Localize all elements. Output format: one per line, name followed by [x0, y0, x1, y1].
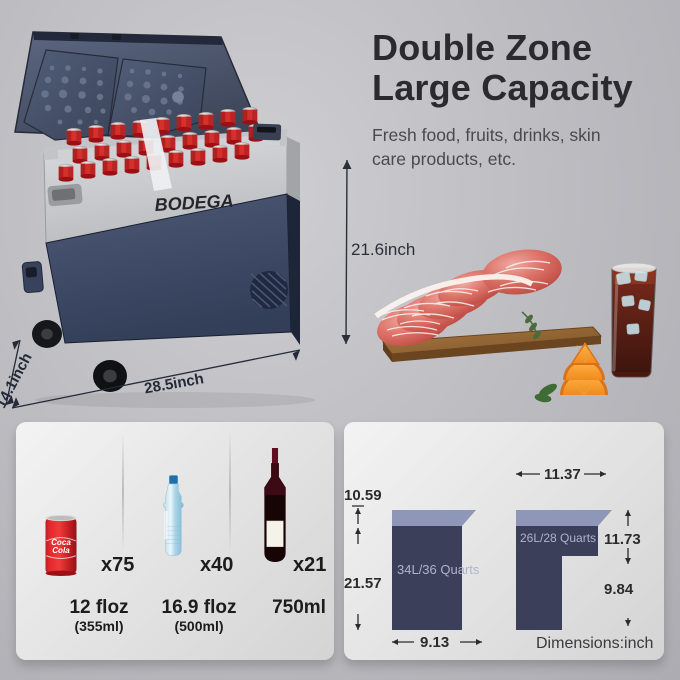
svg-text:Cola: Cola — [52, 546, 70, 555]
svg-text:11.73: 11.73 — [604, 531, 641, 548]
svg-text:21.57: 21.57 — [344, 575, 382, 592]
svg-text:26L/28 Quarts: 26L/28 Quarts — [520, 531, 596, 545]
svg-text:Dimensions:inch: Dimensions:inch — [536, 635, 653, 652]
svg-text:34L/36 Quarts: 34L/36 Quarts — [397, 562, 480, 577]
svg-text:9.13: 9.13 — [420, 634, 449, 651]
svg-text:9.84: 9.84 — [604, 581, 634, 598]
svg-text:11.37: 11.37 — [544, 466, 581, 483]
svg-text:10.59: 10.59 — [344, 487, 382, 504]
